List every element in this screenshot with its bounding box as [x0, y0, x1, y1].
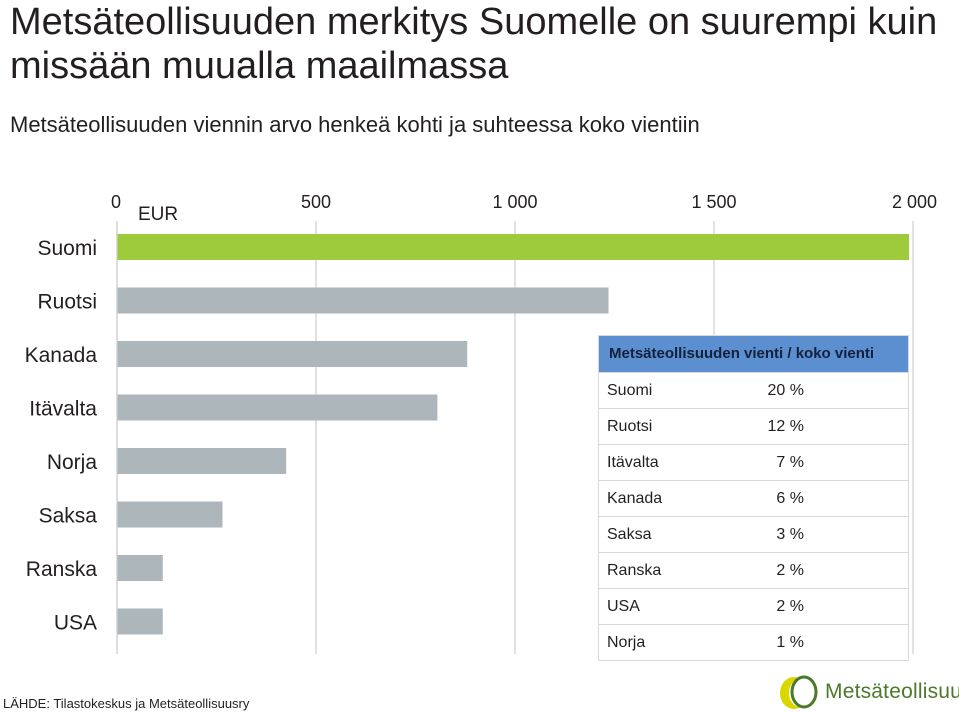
category-label: Suomi	[37, 237, 97, 260]
leaf-logo-icon	[780, 675, 818, 709]
bar	[117, 448, 287, 474]
logo-text: Metsäteollisuus	[825, 680, 959, 703]
table-cell-share: 3 %	[776, 526, 804, 543]
table-cell-country: Kanada	[607, 490, 663, 507]
category-label: Ranska	[26, 558, 98, 581]
table-row: Saksa 3 %	[599, 517, 908, 553]
category-label: Norja	[47, 451, 98, 474]
x-tick-label: 2 000	[892, 192, 937, 212]
table-cell-share: 1 %	[776, 634, 804, 651]
table-row: USA 2 %	[599, 589, 908, 625]
bar	[117, 555, 163, 581]
brand-logo: Metsäteollisuus	[776, 674, 959, 710]
table-cell-country: Suomi	[607, 382, 653, 399]
bar	[117, 608, 163, 635]
bar	[117, 394, 438, 421]
table-cell-country: USA	[607, 598, 640, 615]
source-note: LÄHDE: Tilastokeskus ja Metsäteollisuusr…	[3, 696, 250, 711]
table-row: Norja 1 %	[599, 625, 908, 660]
table-cell-country: Saksa	[607, 526, 652, 543]
table-cell-country: Itävalta	[607, 454, 659, 471]
bar	[117, 287, 609, 314]
table-cell-country: Ruotsi	[607, 418, 653, 435]
table-row: Ruotsi 12 %	[599, 409, 908, 445]
chart-subtitle: Metsäteollisuuden viennin arvo henkeä ko…	[10, 112, 700, 137]
x-axis-unit: EUR	[138, 204, 178, 225]
chart-title: Metsäteollisuuden merkitys Suomelle on s…	[10, 1, 938, 87]
table-cell-share: 2 %	[776, 562, 804, 579]
category-label: Itävalta	[29, 398, 97, 421]
table-row: Itävalta 7 %	[599, 445, 908, 481]
bar	[117, 234, 910, 260]
table-cell-country: Norja	[607, 634, 646, 651]
category-label: USA	[54, 612, 97, 635]
category-label: Saksa	[39, 505, 98, 528]
x-tick-label: 1 500	[691, 192, 736, 212]
bar	[117, 501, 223, 528]
table-cell-share: 7 %	[776, 454, 804, 471]
table-cell-share: 2 %	[776, 598, 804, 615]
table-row: Kanada 6 %	[599, 481, 908, 517]
x-tick-label: 0	[111, 192, 121, 212]
export-share-table: Metsäteollisuuden vienti / koko vienti S…	[598, 335, 909, 661]
table-cell-share: 12 %	[767, 418, 804, 435]
x-tick-label: 1 000	[492, 192, 537, 212]
table-body: Suomi 20 % Ruotsi 12 % Itävalta 7 % Kanada 6 % S…	[599, 373, 908, 660]
table-cell-share: 20 %	[767, 382, 804, 399]
bar	[117, 341, 468, 367]
x-tick-label: 500	[301, 192, 331, 212]
category-label: Ruotsi	[37, 291, 97, 314]
table-row: Suomi 20 %	[599, 373, 908, 409]
table-cell-country: Ranska	[607, 562, 662, 579]
table-row: Ranska 2 %	[599, 553, 908, 589]
table-cell-share: 6 %	[776, 490, 804, 507]
category-label: Kanada	[25, 344, 98, 367]
table-header: Metsäteollisuuden vienti / koko vienti	[599, 336, 908, 373]
